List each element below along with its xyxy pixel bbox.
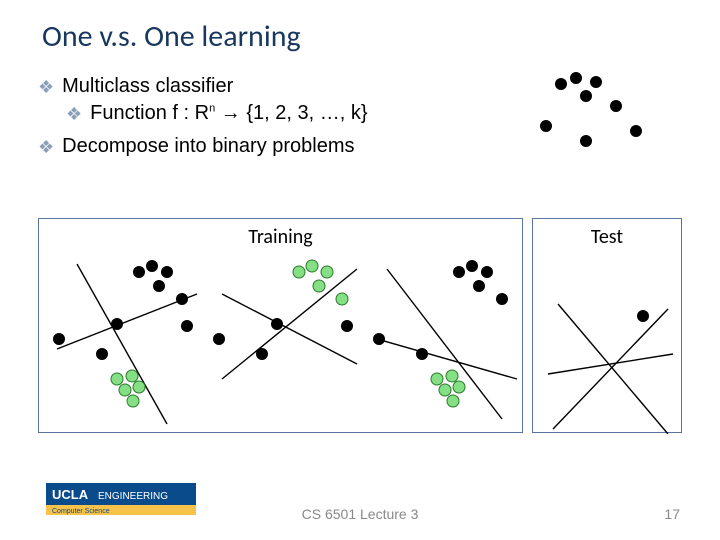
data-point	[570, 72, 582, 84]
test-diagram	[533, 254, 683, 434]
data-point	[610, 100, 622, 112]
test-panel: Test	[532, 218, 682, 433]
data-point	[590, 76, 602, 88]
svg-text:Computer Science: Computer Science	[52, 508, 110, 515]
bullet-3: ❖ Decompose into binary problems	[38, 135, 368, 158]
test-title: Test	[533, 225, 681, 249]
training-diagram	[39, 254, 524, 434]
bullet-3-text: Decompose into binary problems	[62, 135, 354, 157]
page-title: One v.s. One learning	[42, 18, 301, 55]
svg-text:UCLA: UCLA	[52, 487, 89, 502]
bullet-2: ❖Function f : Rn → {1, 2, 3, …, k}	[38, 102, 368, 125]
data-point	[580, 90, 592, 102]
top-scatter	[500, 70, 680, 185]
bullet-1-text: Multiclass classifier	[62, 75, 233, 97]
body-text: ❖Multiclass classifier ❖Function f : Rn …	[38, 75, 368, 162]
data-point	[580, 135, 592, 147]
bullet-2-prefix: Function f : R	[90, 102, 209, 124]
ucla-logo-icon: UCLA ENGINEERING Computer Science	[46, 483, 196, 515]
ucla-logo: UCLA ENGINEERING Computer Science	[46, 483, 196, 520]
bullet-2-suffix: → {1, 2, 3, …, k}	[215, 102, 367, 124]
diamond-bullet-icon: ❖	[66, 105, 82, 123]
svg-text:ENGINEERING: ENGINEERING	[98, 491, 168, 502]
bullet-1: ❖ Multiclass classifier	[38, 75, 368, 98]
diamond-bullet-icon: ❖	[38, 78, 54, 96]
slide: One v.s. One learning ❖ Multiclass classi…	[0, 0, 720, 540]
training-title: Training	[39, 225, 522, 249]
data-point	[555, 78, 567, 90]
data-point	[630, 125, 642, 137]
data-point	[540, 120, 552, 132]
diamond-bullet-icon: ❖	[38, 138, 54, 156]
footer-page-number: 17	[664, 506, 680, 522]
training-panel: Training	[38, 218, 523, 433]
